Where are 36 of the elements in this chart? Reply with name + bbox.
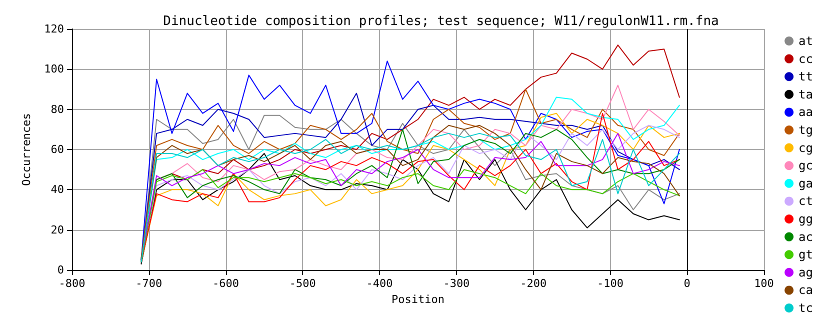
- y-tick-label: 20: [50, 223, 64, 236]
- y-tick-label: 100: [44, 62, 64, 76]
- y-tick-label: 40: [50, 183, 64, 196]
- x-tick-label: 0: [684, 277, 690, 290]
- x-tick-label: -100: [596, 277, 624, 290]
- legend-label: gc: [798, 158, 814, 173]
- legend-label: cg: [798, 140, 814, 155]
- legend-label: ta: [798, 87, 814, 102]
- legend-label: tt: [798, 70, 814, 84]
- y-axis-title: Occurrences: [20, 113, 33, 186]
- legend-label: gg: [798, 212, 814, 226]
- x-tick-label: -400: [366, 277, 393, 290]
- y-tick-label: 0: [57, 264, 64, 276]
- x-tick-label: -500: [289, 277, 316, 290]
- x-tick-label: 100: [754, 277, 774, 290]
- x-tick-label: -300: [443, 277, 470, 290]
- legend-label: tg: [798, 123, 814, 137]
- chart-title: Dinucleotide composition profiles; test sequence; W11/regulonW11.rm.fna: [163, 14, 719, 29]
- legend-label: ca: [798, 283, 814, 298]
- legend-label: tc: [798, 301, 814, 315]
- y-tick-label: 60: [50, 143, 64, 156]
- x-tick-label: -200: [520, 277, 547, 290]
- legend-label: ag: [798, 265, 814, 280]
- x-tick-label: -800: [58, 277, 86, 290]
- legend-label: aa: [798, 105, 814, 120]
- y-tick-label: 120: [44, 22, 64, 36]
- legend-label: ct: [798, 194, 814, 208]
- legend-label: gt: [798, 248, 814, 262]
- legend-label: ga: [798, 176, 814, 190]
- y-tick-label: 80: [50, 102, 64, 116]
- x-axis-title: Position: [392, 292, 444, 306]
- legend-label: ac: [798, 230, 814, 244]
- legend-label: cc: [798, 52, 814, 66]
- x-tick-label: -600: [212, 277, 240, 290]
- x-tick-label: -700: [136, 277, 162, 290]
- legend-label: at: [798, 34, 814, 48]
